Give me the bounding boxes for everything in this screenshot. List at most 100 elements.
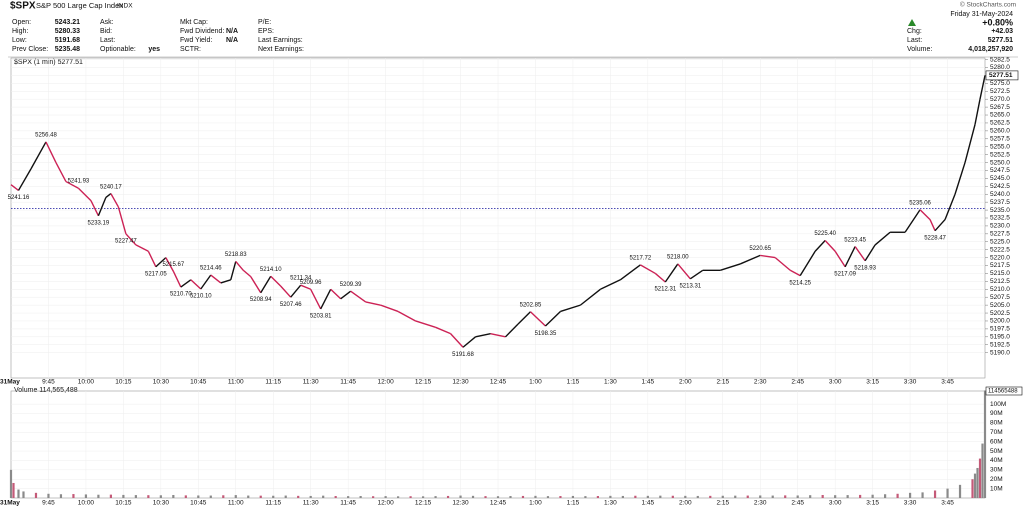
volume-bar [809, 495, 812, 498]
price-segment [55, 162, 67, 182]
x-tick-label: 11:30 [303, 379, 319, 386]
field-value: 5235.48 [55, 46, 80, 53]
price-segment [330, 288, 342, 300]
annotation: 5235.06 [909, 200, 931, 206]
price-segment [774, 257, 791, 271]
y-tick-label: 5212.5 [990, 278, 1010, 285]
volume-bar [397, 496, 400, 498]
volume-bar [559, 496, 562, 498]
y-tick-label: 5240.0 [990, 191, 1010, 198]
x-tick-label: 1:45 [642, 379, 655, 386]
x-tick-label: 1:30 [604, 379, 617, 386]
volume-bar [684, 495, 687, 498]
price-segment [490, 332, 506, 338]
x-tick-label: 11:15 [265, 500, 281, 507]
field-value: 5243.21 [55, 19, 80, 26]
x-tick-label: 3:00 [829, 500, 842, 507]
volume-bar [933, 490, 937, 498]
volume-bar [983, 390, 987, 498]
x-tick-label: 11:45 [340, 379, 356, 386]
price-segment [300, 284, 311, 290]
volume-bar [646, 495, 649, 498]
volume-bar [259, 495, 262, 498]
volume-bar [534, 495, 537, 498]
annotation: 5218.83 [225, 252, 247, 258]
volume-bar [859, 494, 862, 498]
annotation: 5256.48 [35, 133, 57, 139]
price-segment [290, 284, 302, 298]
y-tick-label: 5195.0 [990, 334, 1010, 341]
volume-bar [459, 495, 462, 498]
y-tick-label: 5267.5 [990, 104, 1010, 111]
x-tick-label: 12:45 [490, 500, 507, 507]
x-tick-label: 3:30 [904, 379, 917, 386]
field-label: Bid: [100, 28, 112, 35]
field-value: yes [148, 46, 160, 53]
volume-bar [247, 495, 250, 498]
volume-bar [584, 496, 587, 498]
y-tick-label: 5260.0 [990, 128, 1010, 135]
x-tick-label: 10:30 [153, 379, 170, 386]
volume-bar [184, 495, 187, 498]
y-tick-label: 5255.0 [990, 143, 1010, 150]
x-tick-label: 1:30 [604, 500, 617, 507]
price-segment [864, 244, 876, 262]
y-tick-label: 5205.0 [990, 302, 1010, 309]
price-segment [475, 332, 491, 338]
price-segment [90, 200, 100, 217]
annotation: 5191.68 [452, 352, 474, 358]
field-label: Next Earnings: [258, 46, 304, 53]
price-segment [230, 261, 237, 280]
price-segment [320, 288, 332, 310]
volume-bar [134, 495, 137, 498]
price-segment [280, 285, 292, 298]
volume-bar [784, 495, 787, 498]
field-label: Last Earnings: [258, 37, 303, 44]
volume-bar [197, 495, 200, 498]
price-segment [340, 290, 352, 300]
y-tick-label: 5192.5 [990, 341, 1010, 348]
volume-bar [421, 496, 425, 498]
annotation: 5218.00 [667, 255, 689, 261]
price-segment [415, 320, 436, 328]
field-value: 4,018,257,920 [968, 46, 1013, 53]
volume-bar [709, 495, 712, 498]
volume-bar [973, 473, 977, 498]
symbol: $SPX [10, 1, 36, 12]
volume-bar [621, 495, 624, 498]
price-segment [904, 209, 921, 233]
x-tick-label: 9:45 [42, 379, 55, 386]
y-tick-label: 5262.5 [990, 120, 1010, 127]
y-tick-label: 5282.5 [990, 56, 1010, 63]
x-tick-label: 10:45 [190, 379, 207, 386]
volume-bar [978, 458, 982, 498]
volume-bar [634, 495, 637, 498]
price-segment [689, 269, 704, 280]
x-tick-label: 11:00 [228, 379, 244, 386]
price-segment [944, 193, 956, 220]
x-tick-label: 1:15 [567, 379, 580, 386]
volume-bar [976, 467, 979, 498]
volume-tick-label: 20M [990, 476, 1003, 483]
annotation: 5218.93 [854, 266, 876, 272]
price-segment [654, 272, 666, 283]
price-segment [529, 311, 546, 327]
field-label: Mkt Cap: [180, 19, 208, 26]
y-tick-label: 5217.5 [990, 262, 1010, 269]
x-tick-label: 2:45 [791, 379, 804, 386]
volume-bar [759, 495, 762, 498]
volume-bar [796, 495, 799, 498]
field-value: 5277.51 [988, 37, 1013, 44]
volume-bar [721, 495, 724, 498]
volume-bar [521, 495, 525, 498]
price-segment [834, 250, 846, 268]
price-segment [504, 323, 519, 338]
volume-bar [147, 495, 150, 498]
annotation: 5210.10 [190, 294, 212, 300]
price-segment [190, 279, 202, 290]
x-tick-label: 3:15 [866, 379, 879, 386]
volume-bar [834, 495, 837, 498]
price-segment [462, 336, 476, 348]
field-label: Ask: [100, 19, 114, 26]
